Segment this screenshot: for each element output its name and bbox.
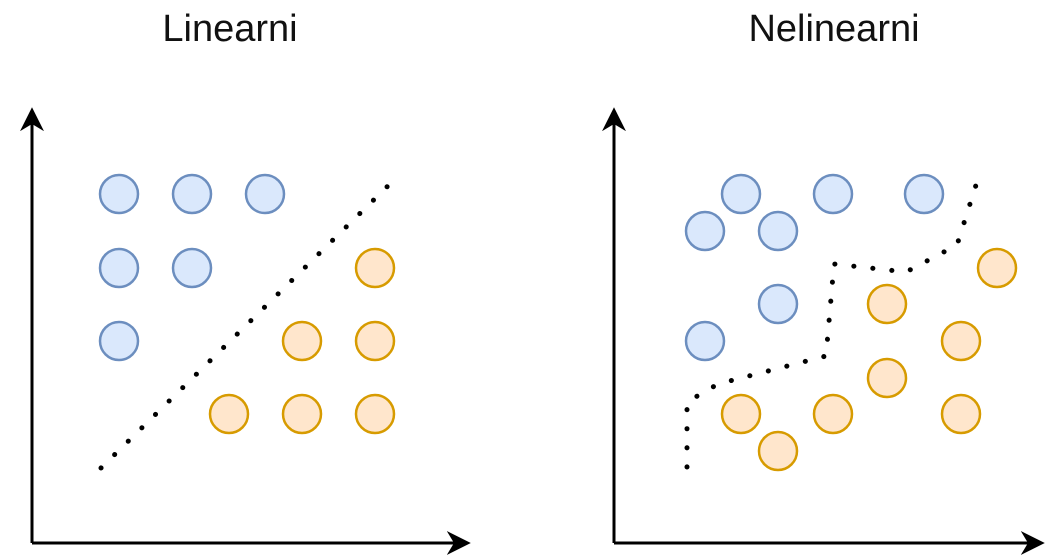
right-class-b-points (720, 247, 1018, 472)
class-b-point (866, 357, 908, 399)
class-b-point (940, 320, 982, 362)
class-b-point (354, 320, 396, 362)
class-b-point (812, 393, 854, 435)
class-a-point (244, 173, 286, 215)
class-a-point (757, 283, 799, 325)
class-b-point (354, 393, 396, 435)
class-b-point (976, 247, 1018, 289)
class-b-point (354, 247, 396, 289)
class-a-point (812, 173, 854, 215)
class-a-point (684, 320, 726, 362)
class-b-point (757, 430, 799, 472)
right-axes (602, 107, 1045, 555)
panel-title-linear: Linearni (162, 8, 298, 50)
class-b-point (281, 320, 323, 362)
left-axes (20, 107, 471, 555)
class-a-point (171, 173, 213, 215)
class-a-point (98, 247, 140, 289)
class-a-point (720, 173, 762, 215)
panel-title-nonlinear: Nelinearni (748, 8, 920, 50)
class-b-point (866, 283, 908, 325)
class-a-point (98, 320, 140, 362)
class-b-point (720, 393, 762, 435)
class-b-point (281, 393, 323, 435)
linear-decision-boundary (98, 174, 400, 471)
right-class-a-points (684, 173, 945, 362)
class-a-point (684, 210, 726, 252)
class-b-point (940, 393, 982, 435)
left-class-a-points (98, 173, 286, 362)
class-a-point (903, 173, 945, 215)
left-class-b-points (208, 247, 396, 435)
class-a-point (98, 173, 140, 215)
class-a-point (757, 210, 799, 252)
class-b-point (208, 393, 250, 435)
class-a-point (171, 247, 213, 289)
